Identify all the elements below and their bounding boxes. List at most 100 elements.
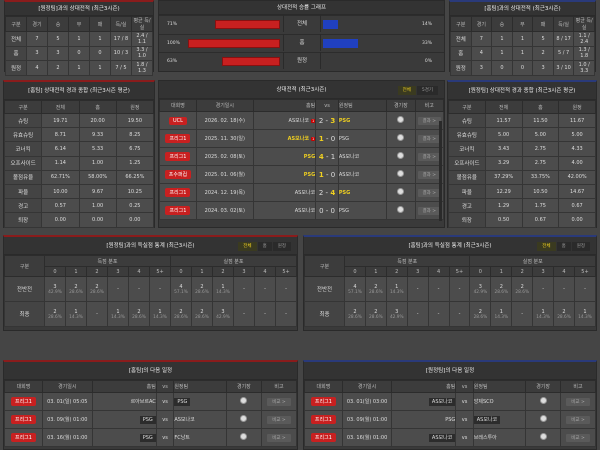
result-button[interactable]: 결과 > (417, 134, 442, 143)
stadium-icon[interactable] (539, 433, 547, 440)
percent: 14.3% (153, 314, 167, 320)
table-row: 슈팅 19.71 20.00 19.50 (3, 112, 155, 129)
count: 2 (374, 283, 378, 290)
competition-badge[interactable]: 프리그1 (310, 415, 336, 424)
home-team[interactable]: PSG (139, 433, 156, 442)
toggle-0[interactable]: 전체 (537, 242, 556, 251)
stadium-icon[interactable] (397, 134, 405, 141)
compare-button[interactable]: 비교 > (267, 415, 291, 424)
next-left-table: 대회명 경기일시 홈팀 vs 원정팀 경기장 비고 프리그1 03. 01(일) 05:05 르아… (4, 380, 298, 447)
result-button[interactable]: 결과 > (417, 188, 442, 197)
result-button[interactable]: 결과 > (417, 170, 442, 179)
stats-right-panel: [원정팀] 상대전적 경과 종합 (최근3시즌 평균) 구분 전체 홈 원정 슈팅 11.… (447, 80, 597, 228)
home-team[interactable]: AS모나코 (428, 434, 456, 442)
away-team[interactable]: PSG (338, 189, 351, 196)
stadium-icon[interactable] (397, 188, 405, 195)
stadium-icon[interactable] (240, 415, 248, 422)
table-cell: 14.67 (558, 183, 596, 200)
percent: 14.3% (69, 314, 83, 320)
stadium-icon[interactable] (397, 116, 405, 123)
result-button[interactable]: 결과 > (417, 206, 442, 215)
home-team[interactable]: PSG (139, 415, 156, 424)
stadium-cell (386, 201, 416, 220)
compare-button[interactable]: 비교 > (566, 397, 590, 406)
competition-badge[interactable]: 프수퍼컵 (164, 170, 192, 179)
competition-badge[interactable]: 프리그1 (10, 397, 36, 406)
compare-button[interactable]: 비교 > (566, 415, 590, 424)
date-cell: 2024. 12. 19(목) (195, 183, 254, 202)
table-row: 오프사이드 3.29 2.75 4.00 (448, 155, 596, 171)
away-team[interactable]: PSG (174, 397, 191, 406)
count: 2 (200, 283, 204, 290)
home-team[interactable]: PSG (445, 416, 456, 423)
competition-badge[interactable]: 프리그1 (165, 134, 191, 143)
away-team[interactable]: AS모나코 (338, 172, 360, 178)
away-team[interactable]: 앙제SCO (473, 399, 494, 405)
column-header: 홈 (78, 100, 117, 114)
row-label: 홈 (450, 45, 472, 61)
competition-badge[interactable]: UCL (168, 116, 187, 125)
away-team[interactable]: AS모나코 (174, 417, 195, 423)
table-cell: 4.00 (558, 155, 596, 171)
home-team[interactable]: AS모나코 (294, 208, 316, 214)
header-row: 구분 전체 홈 원정 (3, 100, 155, 114)
column-header: 대회명 (304, 380, 343, 393)
home-team[interactable]: 르아브르AC (130, 399, 156, 405)
away-team[interactable]: AS모나코 (473, 416, 501, 424)
toggle-2[interactable]: 원정 (571, 242, 590, 251)
competition-badge[interactable]: 프리그1 (165, 188, 191, 197)
row-label: 경고 (3, 198, 43, 214)
toggle-1[interactable]: 홈 (257, 242, 272, 251)
stadium-icon[interactable] (240, 433, 248, 440)
away-team[interactable]: AS모나코 (338, 154, 360, 160)
table-row: 경고 0.57 1.00 0.25 (3, 198, 155, 214)
goals-left-title: [원정팀]과의 득실점 통계 (최근3시즌) (106, 243, 195, 249)
goals-left-table: 구분 득점 분포 실점 분포 0 1 2 3 4 5+ 0 1 2 3 4 5+ 전반전 3 42.9% 2 28.6… (4, 255, 297, 327)
conceded-cell: - (275, 301, 297, 327)
home-team[interactable]: AS모나코 (428, 398, 456, 406)
count: - (458, 286, 461, 292)
competition-badge[interactable]: 프리그1 (10, 433, 36, 442)
competition-badge[interactable]: 프리그1 (310, 397, 336, 406)
compare-button[interactable]: 비교 > (267, 397, 291, 406)
stadium-icon[interactable] (397, 206, 405, 213)
home-team[interactable]: PSG (303, 171, 316, 178)
stadium-icon[interactable] (539, 415, 547, 422)
stadium-cell (525, 392, 562, 411)
away-team[interactable]: 브레스투아 (473, 435, 497, 441)
bucket-header: 1 (490, 266, 513, 277)
matches-panel: 상대전적 (최근3시즌) 전체 5경기 대회명 경기일시 홈팀 vs 원정팀 경기장 비고 UC… (158, 80, 445, 228)
table-cell: 5.00 (484, 127, 523, 143)
competition-badge[interactable]: 프리그1 (10, 415, 36, 424)
away-team[interactable]: FC낭트 (174, 435, 190, 441)
home-team[interactable]: AS모나코 (294, 190, 316, 196)
away-team[interactable]: PSG (338, 117, 351, 124)
scored-cell: 1 14.3% (149, 301, 171, 327)
away-team[interactable]: PSG (338, 135, 349, 142)
stadium-icon[interactable] (397, 152, 405, 159)
away-team[interactable]: PSG (338, 207, 349, 214)
column-header: 원정팀 (337, 99, 388, 112)
toggle-0[interactable]: 전체 (397, 86, 416, 95)
stadium-icon[interactable] (240, 397, 248, 404)
result-button[interactable]: 결과 > (417, 152, 442, 161)
toggle-0[interactable]: 전체 (238, 242, 257, 251)
stadium-icon[interactable] (397, 170, 405, 177)
toggle-1[interactable]: 홈 (556, 242, 571, 251)
home-team[interactable]: AS모나코 (287, 136, 309, 142)
compare-button[interactable]: 비교 > (267, 433, 291, 442)
table-row: 경고 1.29 1.75 0.67 (448, 198, 596, 214)
stadium-icon[interactable] (539, 397, 547, 404)
home-team[interactable]: AS모나코 (288, 118, 309, 124)
scrollbar[interactable] (439, 121, 442, 221)
competition-badge[interactable]: 프리그1 (165, 206, 191, 215)
competition-cell: 프리그1 (4, 392, 43, 411)
compare-button[interactable]: 비교 > (566, 433, 590, 442)
home-team[interactable]: PSG (303, 153, 316, 160)
toggle-1[interactable]: 5경기 (416, 86, 438, 95)
result-button[interactable]: 결과 > (417, 116, 442, 125)
toggle-2[interactable]: 원정 (272, 242, 291, 251)
scored-cell: - (406, 276, 429, 302)
competition-badge[interactable]: 프리그1 (165, 152, 191, 161)
competition-badge[interactable]: 프리그1 (310, 433, 336, 442)
